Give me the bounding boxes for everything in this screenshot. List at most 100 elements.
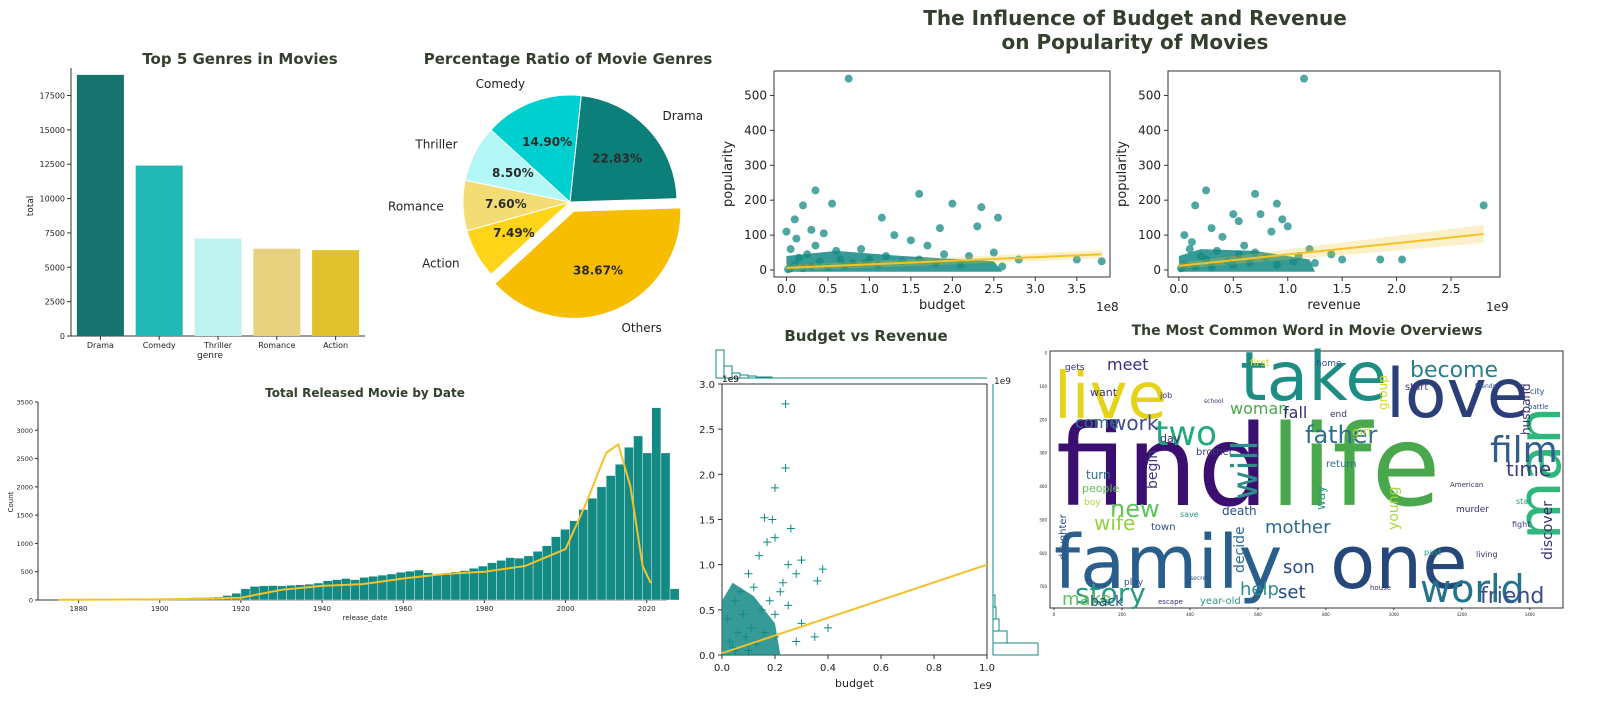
hist-bar xyxy=(615,464,624,600)
wordcloud-word: turn xyxy=(1086,468,1111,482)
pie-label: Action xyxy=(422,256,460,270)
wordcloud-word: help xyxy=(1240,579,1279,600)
bar-action xyxy=(312,250,359,336)
y-tick-label: 200 xyxy=(1039,417,1047,422)
x-tick-label: 2000 xyxy=(557,605,575,613)
pie-label: Thriller xyxy=(414,138,457,152)
y-tick-label: 15000 xyxy=(40,126,65,135)
data-point xyxy=(820,229,828,237)
x-tick-label: 200 xyxy=(1118,612,1126,617)
y-tick-label: 400 xyxy=(1138,123,1161,137)
data-point xyxy=(779,579,787,587)
data-point xyxy=(1218,233,1226,241)
y-tick-label: 12500 xyxy=(40,160,65,169)
data-point xyxy=(799,201,807,209)
y-tick-label: 400 xyxy=(1039,484,1047,489)
data-point xyxy=(973,222,981,230)
x-tick-label: 1.5 xyxy=(1333,282,1352,296)
x-tick-label: 0.4 xyxy=(820,663,836,674)
data-point xyxy=(977,203,985,211)
data-point xyxy=(1098,257,1106,265)
wordcloud-word: home xyxy=(1316,359,1342,369)
x-offset-label: 1e9 xyxy=(1486,300,1509,314)
x-tick-label: 2.5 xyxy=(1441,282,1460,296)
wordcloud-word: return xyxy=(1326,459,1357,470)
x-tick-label: 2020 xyxy=(638,605,656,613)
wordcloud-word: people xyxy=(1082,482,1120,495)
x-tick-label: Drama xyxy=(87,341,114,350)
hist-bar xyxy=(250,586,259,600)
data-point xyxy=(878,214,886,222)
x-tick-label: 1.0 xyxy=(1278,282,1297,296)
y-tick-label: 1500 xyxy=(16,512,33,520)
x-tick-label: 0.5 xyxy=(1224,282,1243,296)
hist-bar xyxy=(442,573,451,600)
wordcloud-word: town xyxy=(1151,522,1176,533)
confidence-band xyxy=(1179,225,1484,269)
data-point xyxy=(845,75,853,83)
x-tick-label: 800 xyxy=(1322,612,1330,617)
data-point xyxy=(771,484,779,492)
data-point xyxy=(1273,200,1281,208)
wordcloud-word: fall xyxy=(1283,403,1307,422)
released-title: Total Released Movie by Date xyxy=(265,386,465,400)
data-point xyxy=(828,200,836,208)
hist-bar xyxy=(606,476,615,600)
hist-bar xyxy=(433,575,442,600)
data-point xyxy=(768,516,776,524)
data-point xyxy=(771,610,779,618)
y-tick-label: 700 xyxy=(1039,584,1047,589)
x-tick-label: 1960 xyxy=(394,605,412,613)
hist-bar xyxy=(341,579,350,600)
wordcloud-word: American xyxy=(1450,481,1483,489)
wordcloud-word: escape xyxy=(1158,598,1183,606)
data-point xyxy=(755,552,763,560)
data-point xyxy=(813,577,821,585)
y-tick-label: 0 xyxy=(1153,263,1161,277)
data-point xyxy=(1191,201,1199,209)
y-tick-label: 10000 xyxy=(40,195,65,204)
wordcloud-word: daughter xyxy=(1058,513,1069,560)
x-tick-label: 1.0 xyxy=(979,663,995,674)
y-tick-label: 2500 xyxy=(45,298,65,307)
budget-vs-revenue-title: Budget vs Revenue xyxy=(784,327,947,345)
wordcloud-word: death xyxy=(1222,504,1257,518)
data-point xyxy=(1229,210,1237,218)
suptitle-line1: The Influence of Budget and Revenue xyxy=(923,6,1347,30)
data-point xyxy=(948,200,956,208)
data-point xyxy=(1208,224,1216,232)
marginal-offset-label: 1e9 xyxy=(722,375,739,385)
y-tick-label: 500 xyxy=(1138,88,1161,102)
x-tick-label: 1000 xyxy=(1389,612,1400,617)
data-point xyxy=(792,235,800,243)
wordcloud-word: job xyxy=(1159,391,1172,400)
marginal-bar-right xyxy=(993,643,1038,655)
data-point xyxy=(771,534,779,542)
data-point xyxy=(915,190,923,198)
data-point xyxy=(792,637,800,645)
data-point xyxy=(890,231,898,239)
data-point xyxy=(819,565,827,573)
data-point xyxy=(936,224,944,232)
data-point xyxy=(907,236,915,244)
wordcloud-word: start xyxy=(1405,382,1428,393)
x-tick-label: 3.0 xyxy=(1026,282,1045,296)
data-point xyxy=(776,588,784,596)
wordcloud-word: wife xyxy=(1094,511,1135,535)
x-tick-label: 1980 xyxy=(475,605,493,613)
pie-pct-label: 8.50% xyxy=(492,166,534,180)
x-tick-label: 0.8 xyxy=(926,663,942,674)
data-point xyxy=(923,242,931,250)
wordcloud-word: gets xyxy=(1065,363,1085,373)
wordcloud-word: group xyxy=(1376,375,1390,410)
data-point xyxy=(1180,231,1188,239)
data-point xyxy=(1284,222,1292,230)
y-tick-label: 400 xyxy=(744,123,767,137)
bar-romance xyxy=(253,249,300,336)
data-point xyxy=(784,561,792,569)
y-tick-label: 500 xyxy=(744,88,767,102)
y-tick-label: 200 xyxy=(744,193,767,207)
wordcloud-word: want xyxy=(1090,386,1118,399)
y-tick-label: 100 xyxy=(744,228,767,242)
